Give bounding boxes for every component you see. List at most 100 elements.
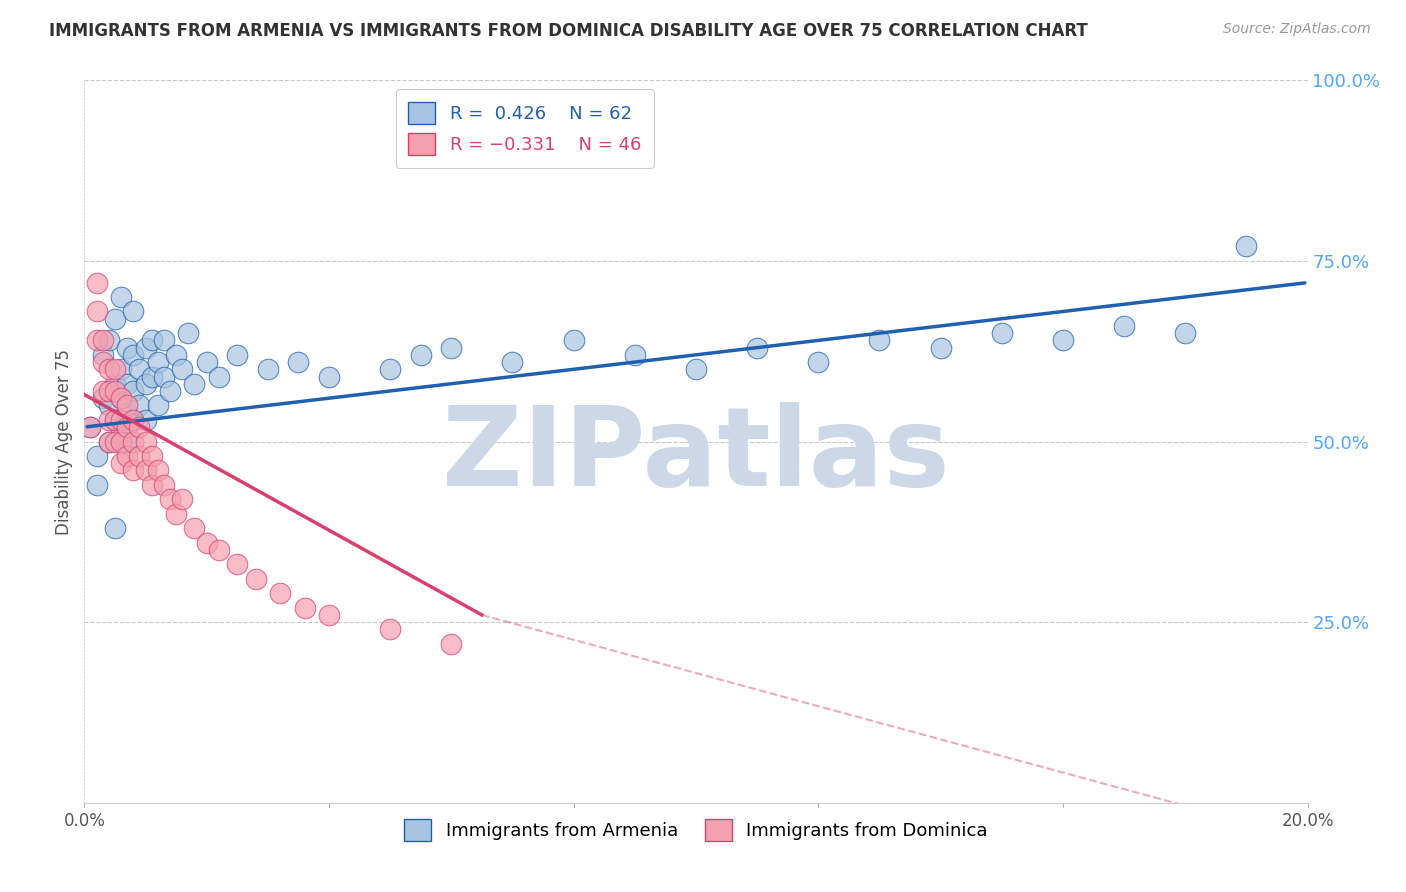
Point — [807, 355, 830, 369]
Point — [110, 456, 132, 470]
Point — [502, 355, 524, 369]
Point — [86, 334, 108, 348]
Point — [115, 341, 138, 355]
Point — [86, 276, 108, 290]
Point — [172, 492, 194, 507]
Point — [380, 362, 402, 376]
Point — [97, 398, 120, 412]
Point — [97, 384, 120, 398]
Point — [104, 311, 127, 326]
Point — [122, 434, 145, 449]
Point — [115, 420, 138, 434]
Point — [91, 334, 114, 348]
Text: ZIPatlas: ZIPatlas — [441, 402, 950, 509]
Point — [159, 492, 181, 507]
Point — [122, 413, 145, 427]
Point — [135, 341, 157, 355]
Point — [183, 376, 205, 391]
Point — [991, 326, 1014, 340]
Point — [97, 434, 120, 449]
Point — [115, 449, 138, 463]
Point — [141, 449, 163, 463]
Point — [1114, 318, 1136, 333]
Point — [208, 369, 231, 384]
Point — [1236, 239, 1258, 253]
Point — [257, 362, 280, 376]
Point — [165, 507, 187, 521]
Point — [110, 290, 132, 304]
Point — [91, 391, 114, 405]
Point — [177, 326, 200, 340]
Point — [195, 535, 218, 549]
Point — [183, 521, 205, 535]
Point — [562, 334, 585, 348]
Point — [79, 420, 101, 434]
Point — [97, 434, 120, 449]
Point — [104, 362, 127, 376]
Point — [79, 420, 101, 434]
Point — [1174, 326, 1197, 340]
Point — [128, 362, 150, 376]
Point — [685, 362, 707, 376]
Point — [380, 623, 402, 637]
Point — [110, 362, 132, 376]
Point — [440, 637, 463, 651]
Point — [226, 348, 249, 362]
Point — [146, 463, 169, 477]
Point — [104, 434, 127, 449]
Point — [869, 334, 891, 348]
Point — [97, 362, 120, 376]
Point — [318, 607, 340, 622]
Point — [153, 369, 176, 384]
Point — [159, 384, 181, 398]
Point — [172, 362, 194, 376]
Point — [115, 434, 138, 449]
Point — [86, 449, 108, 463]
Point — [226, 558, 249, 572]
Point — [110, 413, 132, 427]
Point — [115, 398, 138, 412]
Point — [97, 334, 120, 348]
Point — [1052, 334, 1074, 348]
Point — [110, 427, 132, 442]
Text: IMMIGRANTS FROM ARMENIA VS IMMIGRANTS FROM DOMINICA DISABILITY AGE OVER 75 CORRE: IMMIGRANTS FROM ARMENIA VS IMMIGRANTS FR… — [49, 22, 1088, 40]
Point — [91, 384, 114, 398]
Point — [141, 369, 163, 384]
Point — [135, 413, 157, 427]
Text: Source: ZipAtlas.com: Source: ZipAtlas.com — [1223, 22, 1371, 37]
Point — [122, 384, 145, 398]
Point — [115, 406, 138, 420]
Point — [440, 341, 463, 355]
Point — [929, 341, 952, 355]
Point — [135, 434, 157, 449]
Legend: Immigrants from Armenia, Immigrants from Dominica: Immigrants from Armenia, Immigrants from… — [396, 812, 995, 848]
Point — [287, 355, 309, 369]
Point — [135, 376, 157, 391]
Point — [128, 420, 150, 434]
Point — [153, 334, 176, 348]
Point — [318, 369, 340, 384]
Point — [122, 348, 145, 362]
Point — [86, 304, 108, 318]
Point — [110, 434, 132, 449]
Point — [86, 478, 108, 492]
Point — [165, 348, 187, 362]
Point — [747, 341, 769, 355]
Point — [128, 398, 150, 412]
Point — [115, 376, 138, 391]
Point — [195, 355, 218, 369]
Point — [110, 391, 132, 405]
Point — [153, 478, 176, 492]
Y-axis label: Disability Age Over 75: Disability Age Over 75 — [55, 349, 73, 534]
Point — [122, 463, 145, 477]
Point — [294, 600, 316, 615]
Point — [141, 334, 163, 348]
Point — [122, 413, 145, 427]
Point — [135, 463, 157, 477]
Point — [624, 348, 647, 362]
Point — [409, 348, 432, 362]
Point — [91, 355, 114, 369]
Point — [104, 521, 127, 535]
Point — [104, 376, 127, 391]
Point — [146, 355, 169, 369]
